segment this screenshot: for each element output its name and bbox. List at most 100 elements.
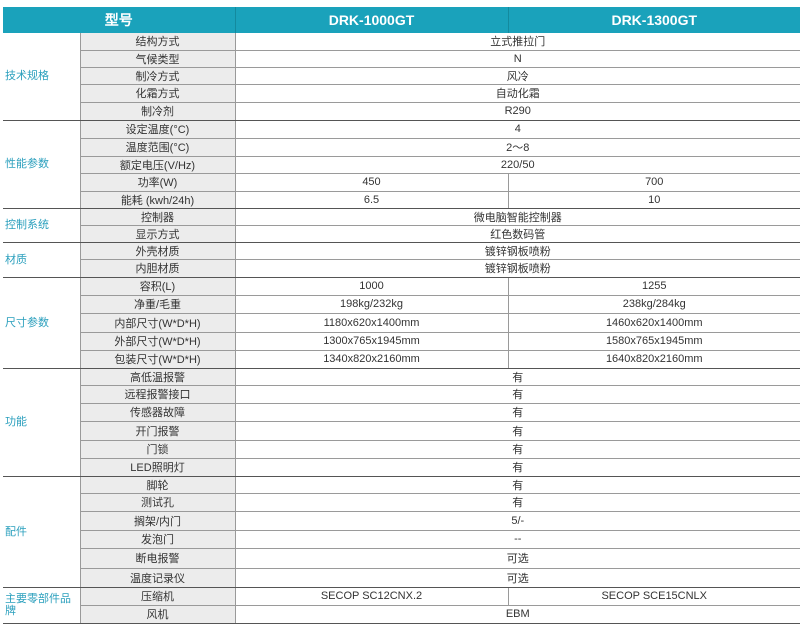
row-value: 1460x620x1400mm xyxy=(507,313,800,333)
row-label: 发泡门 xyxy=(79,530,235,549)
row-label: 能耗 (kwh/24h) xyxy=(79,191,235,209)
table-row: 配件 脚轮有 xyxy=(3,476,800,588)
row-label: 门锁 xyxy=(79,440,235,459)
table-row: 远程报警接口有 xyxy=(3,385,800,404)
row-label: 额定电压(V/Hz) xyxy=(79,156,235,174)
table-row: 内胆材质 镀锌钢板喷粉 xyxy=(3,259,800,278)
row-value: 可选 xyxy=(234,568,800,588)
group-name: 功能 xyxy=(3,368,80,477)
table-row: 尺寸参数 容积(L) 1000 1255 xyxy=(3,277,800,369)
table-row: 功能 高低温报警有 xyxy=(3,368,800,477)
table-row: 包装尺寸(W*D*H) 1340x820x2160mm 1640x820x2160m… xyxy=(3,350,800,369)
model-label: 型号 xyxy=(3,7,236,33)
row-value: 有 xyxy=(234,421,800,441)
row-value: 有 xyxy=(234,403,800,422)
table-row: 材质 外壳材质 镀锌钢板喷粉 xyxy=(3,242,800,278)
table-row: 制冷方式 风冷 xyxy=(3,67,800,85)
spec-table: 型号 DRK-1000GT DRK-1300GT 技术规格 结构方式 立式推拉门 气候… xyxy=(3,7,800,624)
row-label: 脚轮 xyxy=(79,476,235,494)
row-value: EBM xyxy=(234,605,800,624)
table-row: LED照明灯有 xyxy=(3,458,800,477)
row-value: 有 xyxy=(234,493,800,512)
table-row: 主要零部件品牌 压缩机 SECOP SC12CNX.2 SECOP SCE15CNLX xyxy=(3,587,800,624)
row-value: 5/- xyxy=(234,511,800,531)
row-label: 外壳材质 xyxy=(79,242,235,260)
row-value: 6.5 xyxy=(234,191,508,209)
table-row: 发泡门 -- xyxy=(3,530,800,549)
table-row: 能耗 (kwh/24h) 6.5 10 xyxy=(3,191,800,209)
row-value: 自动化霜 xyxy=(234,84,800,103)
row-value: 风冷 xyxy=(234,67,800,85)
row-label: 搁架/内门 xyxy=(79,511,235,531)
row-value: 1180x620x1400mm xyxy=(234,313,508,333)
row-label: 功率(W) xyxy=(79,173,235,192)
table-row: 测试孔有 xyxy=(3,493,800,512)
row-value: 4 xyxy=(234,120,800,139)
row-label: 内胆材质 xyxy=(79,259,235,278)
row-value: 700 xyxy=(507,173,800,192)
row-label: 开门报警 xyxy=(79,421,235,441)
row-label: 化霜方式 xyxy=(79,84,235,103)
row-label: 温度范围(°C) xyxy=(79,138,235,157)
row-value: 1000 xyxy=(234,277,508,296)
table-row: 净重/毛重 198kg/232kg 238kg/284kg xyxy=(3,295,800,314)
row-value: 有 xyxy=(234,458,800,477)
model-2: DRK-1300GT xyxy=(508,7,800,33)
row-value: 有 xyxy=(234,385,800,404)
group-name: 主要零部件品牌 xyxy=(3,587,80,624)
row-value: 微电脑智能控制器 xyxy=(234,208,800,226)
row-value: 红色数码管 xyxy=(234,225,800,243)
row-value: 镀锌钢板喷粉 xyxy=(234,242,800,260)
group-name: 尺寸参数 xyxy=(3,277,80,369)
table-row: 化霜方式 自动化霜 xyxy=(3,84,800,103)
row-value: 1580x765x1945mm xyxy=(507,332,800,351)
row-label: 高低温报警 xyxy=(79,368,235,386)
row-value: 220/50 xyxy=(234,156,800,174)
table-row: 内部尺寸(W*D*H) 1180x620x1400mm 1460x620x1400m… xyxy=(3,313,800,333)
group-name: 技术规格 xyxy=(3,33,80,121)
row-label: 气候类型 xyxy=(79,50,235,68)
row-label: 风机 xyxy=(79,605,235,624)
table-row: 额定电压(V/Hz) 220/50 xyxy=(3,156,800,174)
table-row: 搁架/内门 5/- xyxy=(3,511,800,531)
table-row: 技术规格 结构方式 立式推拉门 xyxy=(3,33,800,121)
row-value: 1640x820x2160mm xyxy=(507,350,800,369)
row-label: 控制器 xyxy=(79,208,235,226)
group-name: 性能参数 xyxy=(3,120,80,209)
row-label: 传感器故障 xyxy=(79,403,235,422)
group-name: 控制系统 xyxy=(3,208,80,243)
row-label: 包装尺寸(W*D*H) xyxy=(79,350,235,369)
table-row: 气候类型 N xyxy=(3,50,800,68)
group-name: 材质 xyxy=(3,242,80,278)
row-label: 测试孔 xyxy=(79,493,235,512)
row-label: 设定温度(°C) xyxy=(79,120,235,139)
row-value: 可选 xyxy=(234,548,800,569)
table-row: 外部尺寸(W*D*H) 1300x765x1945mm 1580x765x1945m… xyxy=(3,332,800,351)
row-label: 温度记录仪 xyxy=(79,568,235,588)
row-label: 远程报警接口 xyxy=(79,385,235,404)
row-value: 198kg/232kg xyxy=(234,295,508,314)
row-value: 有 xyxy=(234,368,800,386)
row-value: 238kg/284kg xyxy=(507,295,800,314)
table-row: 传感器故障有 xyxy=(3,403,800,422)
row-label: 断电报警 xyxy=(79,548,235,569)
table-row: 控制系统 控制器 微电脑智能控制器 xyxy=(3,208,800,243)
row-value: 1340x820x2160mm xyxy=(234,350,508,369)
row-value: 10 xyxy=(507,191,800,209)
table-row: 温度记录仪 可选 xyxy=(3,568,800,588)
row-value: N xyxy=(234,50,800,68)
row-value: SECOP SCE15CNLX xyxy=(507,587,800,606)
row-label: 外部尺寸(W*D*H) xyxy=(79,332,235,351)
row-value: 有 xyxy=(234,476,800,494)
row-value: SECOP SC12CNX.2 xyxy=(234,587,508,606)
table-row: 开门报警有 xyxy=(3,421,800,441)
row-value: 镀锌钢板喷粉 xyxy=(234,259,800,278)
row-label: 容积(L) xyxy=(79,277,235,296)
table-row: 温度范围(°C) 2～8 xyxy=(3,138,800,157)
row-value: 有 xyxy=(234,440,800,459)
row-label: 内部尺寸(W*D*H) xyxy=(79,313,235,333)
row-value: R290 xyxy=(234,102,800,121)
table-row: 制冷剂 R290 xyxy=(3,102,800,121)
table-row: 门锁有 xyxy=(3,440,800,459)
table-row: 功率(W) 450 700 xyxy=(3,173,800,192)
